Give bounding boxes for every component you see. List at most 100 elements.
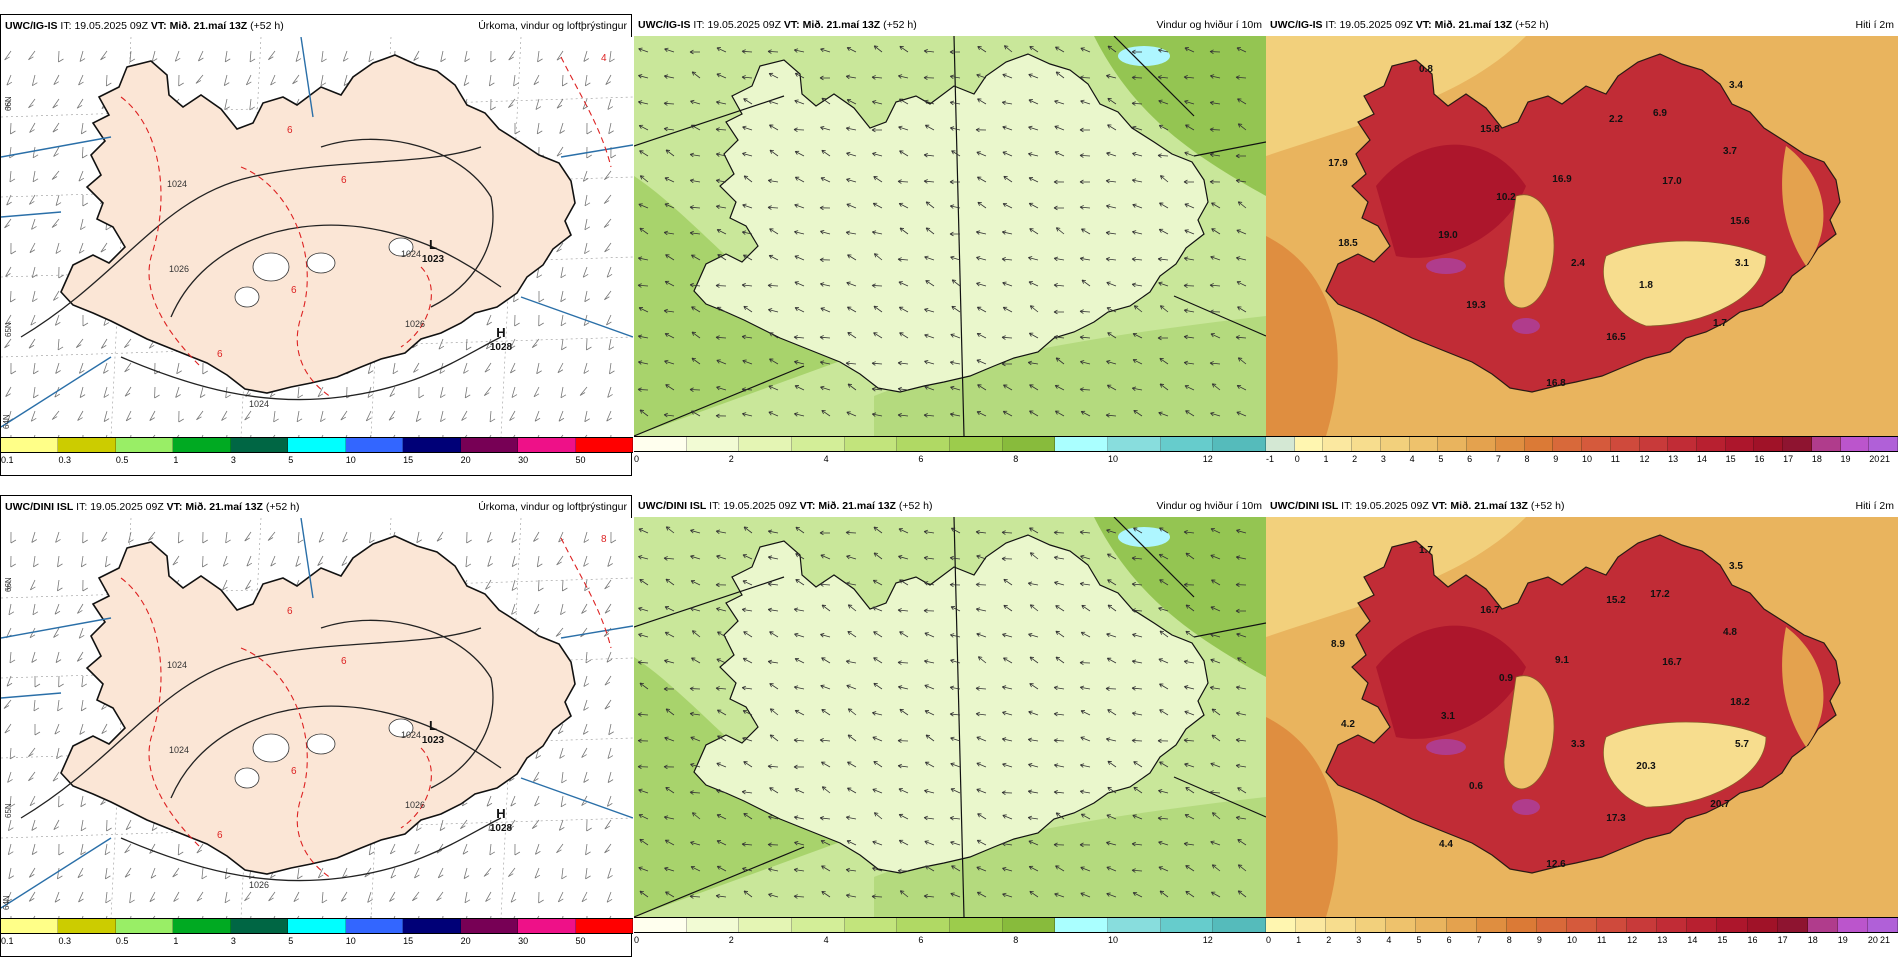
wind-arrow bbox=[949, 555, 961, 561]
colorbar-cell bbox=[58, 919, 116, 933]
wind-arrow bbox=[820, 633, 831, 638]
colorbar-cell bbox=[1777, 918, 1808, 932]
colorbar-tick-label: 21 bbox=[1880, 454, 1891, 464]
wind-arrow bbox=[1131, 841, 1143, 847]
wind-arrow bbox=[1029, 890, 1039, 898]
wind-barb bbox=[152, 434, 156, 437]
wind-arrow bbox=[794, 176, 805, 183]
lead-time: (+52 h) bbox=[1515, 19, 1549, 31]
wind-barb bbox=[411, 891, 420, 902]
temp-max-spot bbox=[1512, 799, 1540, 815]
wind-arrow bbox=[1053, 738, 1065, 743]
wind-arrow bbox=[1209, 100, 1221, 106]
wind-arrow bbox=[1028, 177, 1039, 183]
colorbar-tick-label: 17 bbox=[1777, 935, 1788, 945]
colorbar-tick-label: 3 bbox=[1380, 454, 1386, 464]
wind-arrow bbox=[1184, 685, 1195, 690]
wind-arrow bbox=[873, 812, 883, 820]
panel-header: UWC/IG-IS IT: 19.05.2025 09Z VT: Mið. 21… bbox=[634, 14, 1266, 36]
wind-arrow bbox=[1003, 175, 1013, 183]
wind-barb bbox=[81, 146, 88, 159]
wind-barb bbox=[52, 122, 60, 133]
wind-arrow bbox=[1236, 632, 1247, 638]
wind-barb bbox=[10, 915, 12, 918]
wind-arrow bbox=[847, 306, 857, 313]
colorbar-ticks: 0 2 4 6 8 10 12 bbox=[634, 454, 1266, 468]
wind-arrow bbox=[1106, 892, 1117, 898]
wind-arrow bbox=[950, 736, 961, 742]
wind-arrow bbox=[1053, 555, 1065, 561]
wind-arrow bbox=[1003, 45, 1013, 53]
wind-arrow bbox=[1235, 711, 1247, 716]
wind-arrows bbox=[637, 526, 1247, 899]
wind-barb bbox=[413, 50, 420, 61]
wind-barb bbox=[33, 386, 39, 399]
wind-barb bbox=[490, 50, 496, 63]
wind-arrow bbox=[820, 684, 831, 690]
wind-barb bbox=[538, 891, 544, 904]
wind-arrow bbox=[976, 332, 987, 339]
pressure-value: 1023 bbox=[422, 254, 445, 265]
temperature-value: 3.7 bbox=[1723, 146, 1737, 157]
wind-arrow bbox=[976, 891, 987, 898]
valid-time: Mið. 21.maí 13Z bbox=[1434, 19, 1513, 31]
valid-time-label: VT: bbox=[166, 501, 183, 513]
wind-arrow bbox=[975, 582, 987, 587]
wind-arrow bbox=[767, 529, 779, 534]
wind-arrow bbox=[951, 279, 961, 287]
colorbar-cell bbox=[1869, 437, 1899, 451]
wind-arrow bbox=[795, 579, 805, 586]
wind-arrow bbox=[665, 254, 675, 261]
wind-arrow bbox=[1211, 812, 1221, 820]
colorbar-tick-label: 12 bbox=[1639, 454, 1650, 464]
wind-barb bbox=[244, 891, 252, 902]
wind-arrow bbox=[1028, 865, 1039, 872]
wind-arrow bbox=[1027, 789, 1039, 795]
wind-arrow bbox=[1053, 283, 1065, 288]
wind-barb bbox=[370, 434, 372, 437]
wind-barb bbox=[342, 531, 348, 543]
wind-arrow bbox=[923, 815, 935, 821]
colorbar-tick-label: -1 bbox=[1266, 454, 1275, 464]
wind-arrow bbox=[1003, 604, 1013, 612]
colorbar-cell bbox=[1807, 918, 1838, 932]
wind-arrow bbox=[976, 281, 987, 287]
wind-barb bbox=[608, 723, 614, 736]
wind-barb bbox=[80, 699, 87, 712]
model-name: UWC/DINI ISL bbox=[1270, 500, 1339, 512]
colorbar-ticks: 0.1 0.3 0.5 1 3 5 10 15 20 30 50 bbox=[1, 455, 633, 469]
wind-arrow bbox=[663, 74, 675, 79]
wind-barb bbox=[147, 531, 156, 541]
wind-barb bbox=[105, 867, 111, 880]
wind-arrow bbox=[923, 608, 935, 614]
wind-barb bbox=[29, 795, 36, 807]
colorbar-ticks: 0.1 0.3 0.5 1 3 5 10 15 20 30 50 bbox=[1, 936, 633, 950]
wind-barb bbox=[538, 290, 545, 303]
wind-barb bbox=[33, 699, 40, 712]
colorbar-tick-label: 20 bbox=[460, 455, 471, 465]
wind-arrow bbox=[689, 711, 701, 717]
precip-label: 6 bbox=[291, 285, 297, 296]
wind-arrow bbox=[663, 308, 675, 314]
wind-arrow bbox=[1237, 864, 1247, 872]
wind-barb bbox=[389, 386, 396, 398]
wind-arrow bbox=[1185, 410, 1195, 417]
temperature-value: 5.7 bbox=[1735, 739, 1749, 750]
wind-barb bbox=[174, 50, 181, 62]
wind-barb bbox=[54, 891, 61, 903]
wind-arrow bbox=[847, 383, 857, 391]
wind-arrow bbox=[1236, 229, 1247, 235]
wind-arrow bbox=[976, 788, 987, 794]
wind-arrow bbox=[1158, 553, 1169, 560]
wind-arrow bbox=[1079, 309, 1091, 314]
wind-barb bbox=[57, 699, 63, 712]
wind-arrow bbox=[1002, 151, 1013, 157]
wind-barb bbox=[364, 867, 372, 878]
wind-arrow bbox=[741, 230, 753, 235]
temperature-value: 16.8 bbox=[1546, 378, 1566, 389]
wind-barb bbox=[125, 410, 132, 422]
colorbar-cell bbox=[1, 438, 59, 452]
colorbar-cell bbox=[844, 918, 898, 932]
wind-barb bbox=[487, 555, 493, 567]
colorbar-cell bbox=[792, 437, 845, 451]
